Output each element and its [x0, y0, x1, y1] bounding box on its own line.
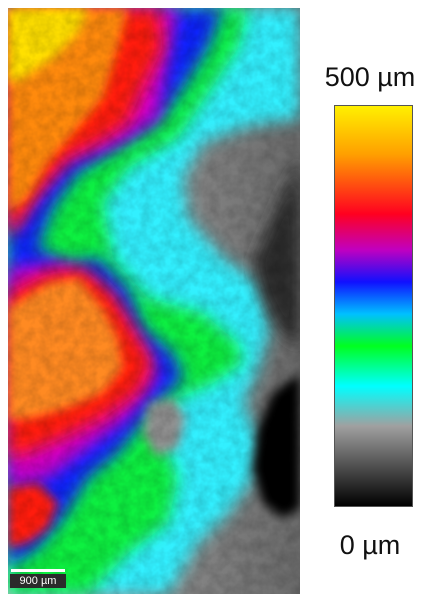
scale-bar: 900 µm	[8, 566, 68, 590]
colorbar-max-label: 500 µm	[324, 62, 416, 92]
scale-bar-line	[11, 569, 65, 572]
height-map-image	[8, 8, 300, 594]
colorbar-min-label: 0 µm	[339, 530, 401, 560]
scale-bar-label: 900 µm	[10, 574, 66, 588]
colorbar	[334, 105, 413, 507]
